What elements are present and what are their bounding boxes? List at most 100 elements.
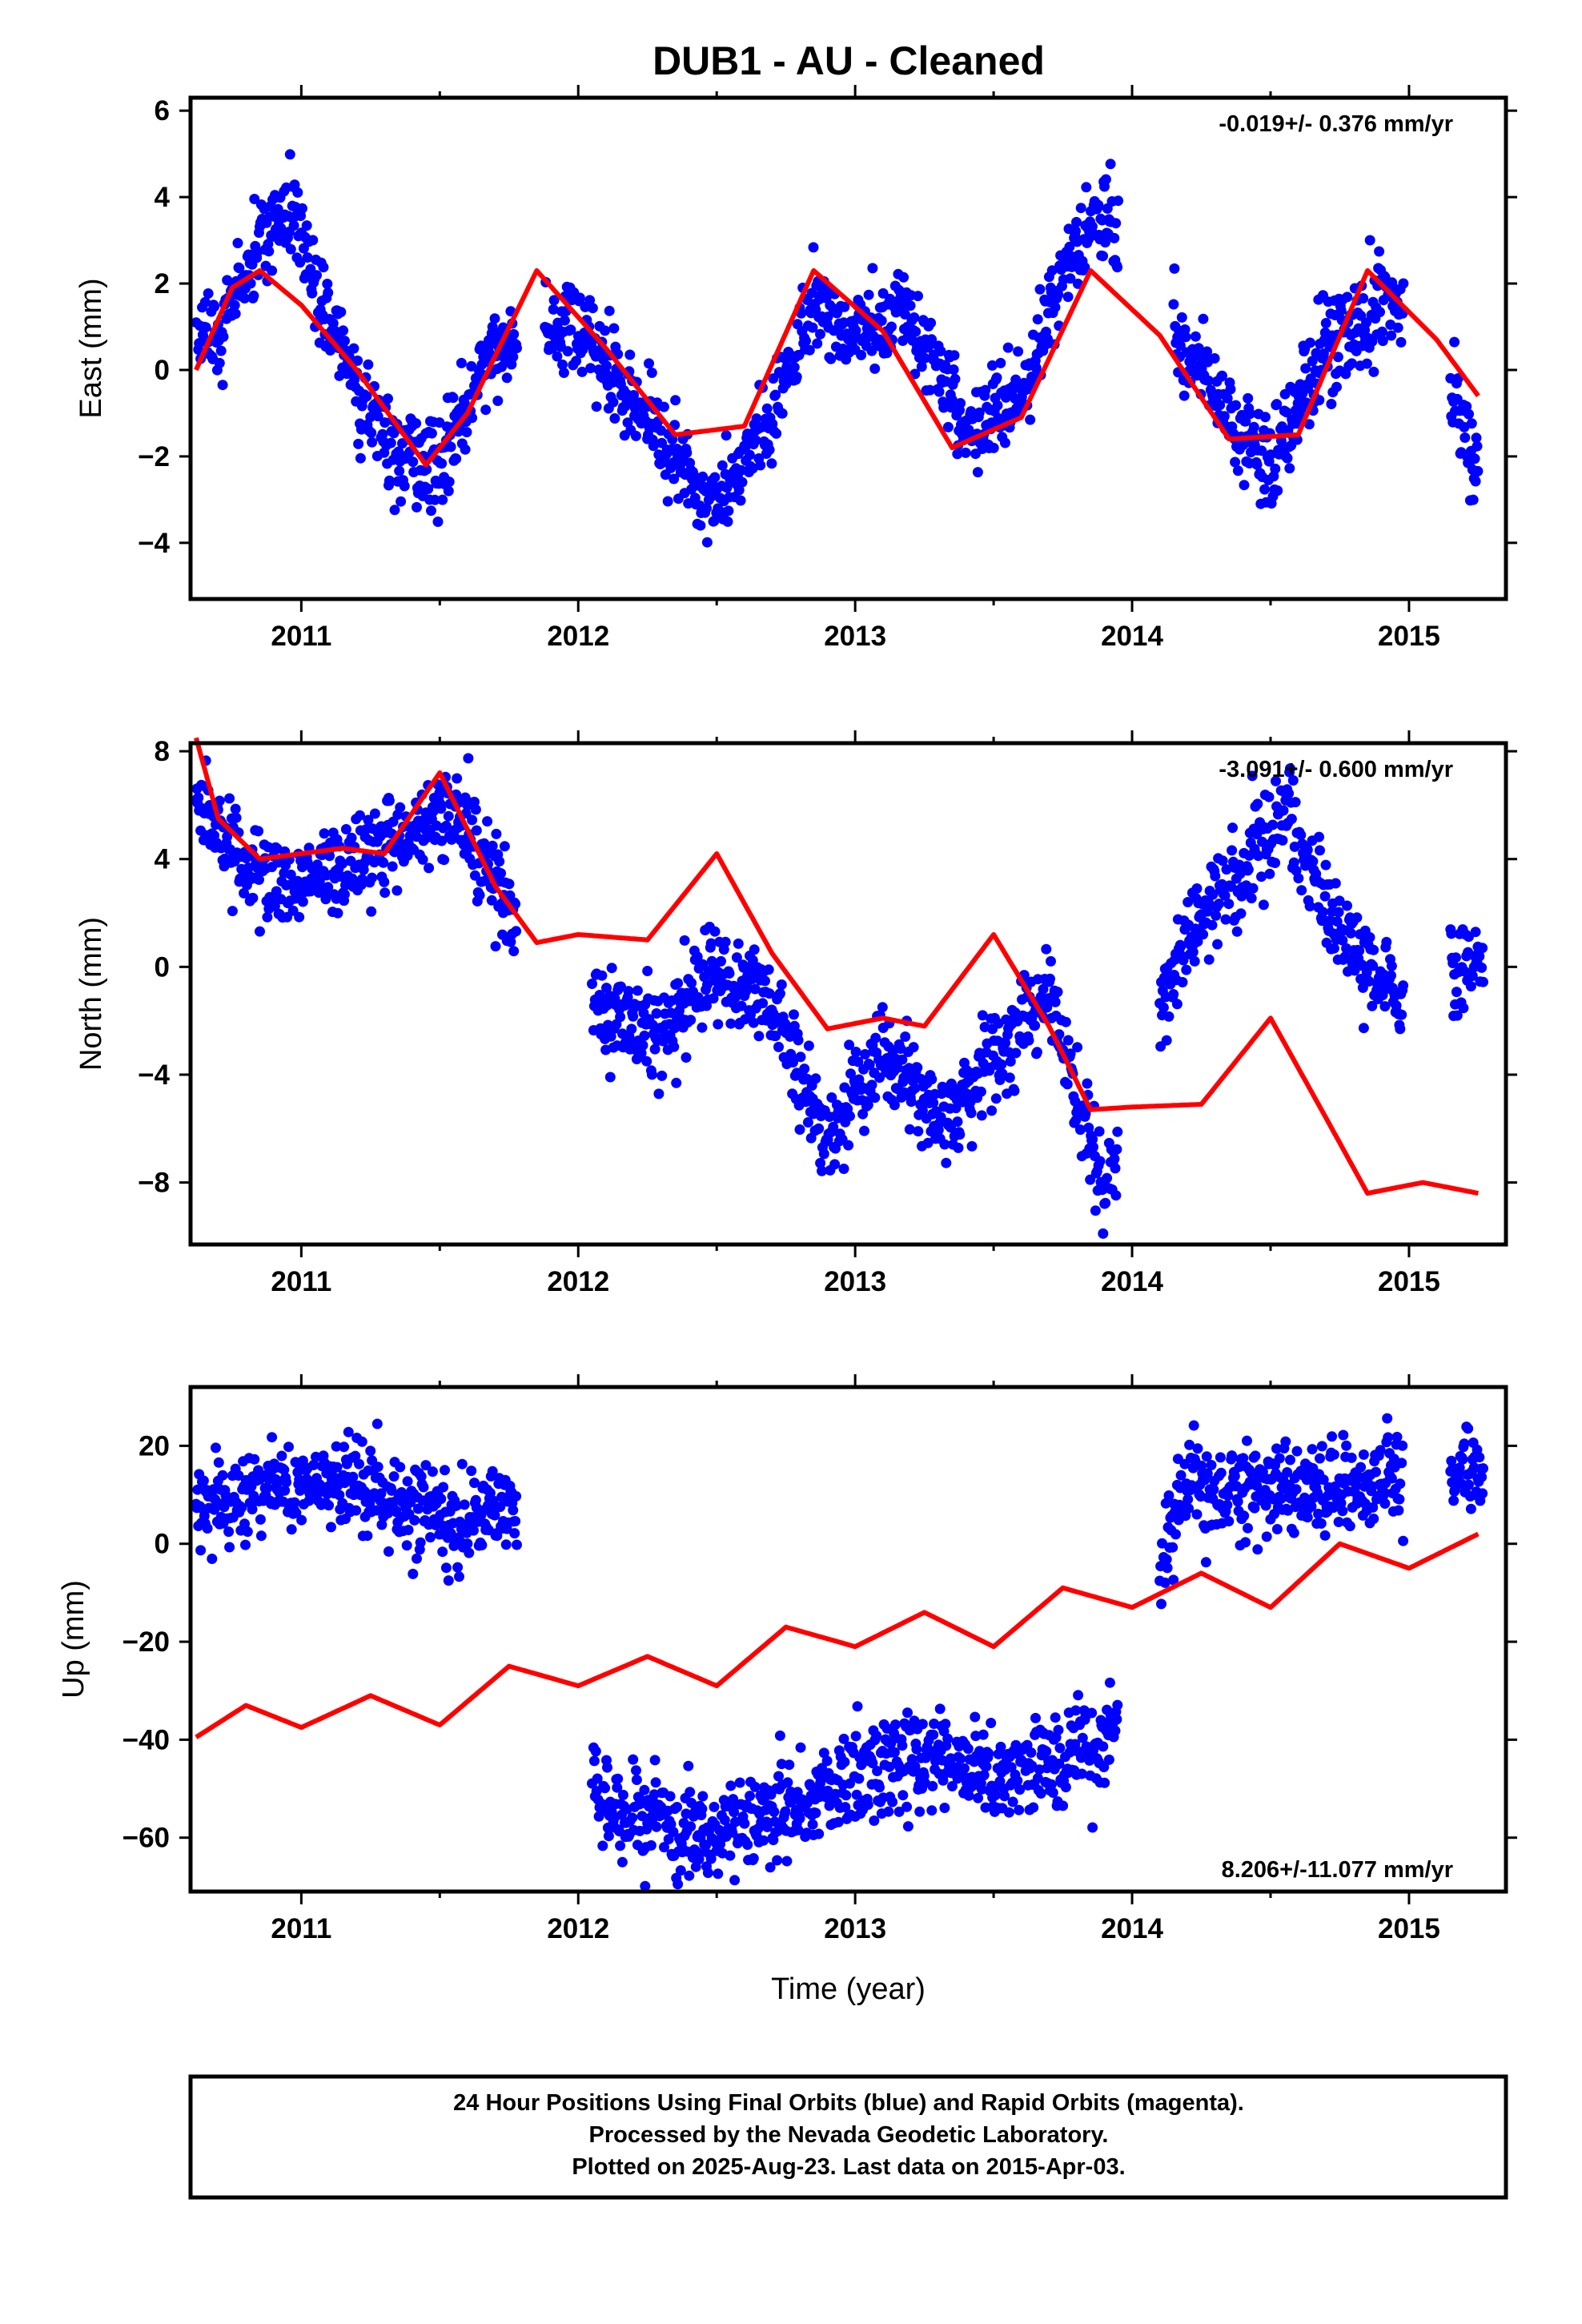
up-data-point [388, 1471, 400, 1482]
east-data-point [624, 349, 636, 360]
east-data-point [1468, 494, 1479, 505]
north-data-point [708, 993, 719, 1004]
east-data-point [662, 496, 673, 507]
up-data-point [267, 1432, 278, 1443]
up-data-point [926, 1805, 938, 1816]
up-data-point [492, 1530, 503, 1542]
east-data-point [1281, 407, 1292, 418]
east-data-point [1368, 366, 1379, 377]
up-data-point [1459, 1438, 1470, 1449]
east-data-point [565, 324, 576, 336]
north-data-point [913, 1126, 924, 1137]
north-rate-label: -3.091+/- 0.600 mm/yr [1219, 757, 1453, 782]
up-data-point [1182, 1494, 1194, 1505]
north-y-tick-label: 8 [155, 736, 170, 767]
north-data-point [748, 1017, 759, 1028]
footer-line-1: 24 Hour Positions Using Final Orbits (bl… [453, 2090, 1244, 2116]
up-data-point [729, 1875, 741, 1886]
north-data-point [1083, 1122, 1094, 1133]
up-data-point [236, 1502, 247, 1514]
east-data-point [646, 368, 657, 378]
up-data-point [838, 1733, 849, 1744]
east-data-point [600, 325, 611, 336]
north-data-point [369, 808, 380, 819]
north-data-point [686, 978, 697, 988]
north-data-point [632, 985, 643, 996]
east-data-point [335, 307, 347, 318]
up-y-tick-label: −60 [122, 1823, 170, 1854]
east-data-point [1271, 399, 1283, 410]
up-data-point [279, 1464, 290, 1475]
east-data-point [722, 516, 733, 527]
up-data-point [1464, 1479, 1474, 1490]
north-x-tick-label: 2012 [547, 1266, 609, 1297]
up-data-point [323, 1500, 335, 1511]
up-data-point [850, 1731, 861, 1742]
east-data-point [608, 323, 620, 334]
north-data-point [776, 979, 787, 990]
up-data-point [1394, 1494, 1405, 1505]
up-data-point [1076, 1768, 1087, 1779]
up-data-point [934, 1703, 946, 1715]
north-data-point [1379, 1001, 1391, 1012]
north-data-point [928, 1097, 939, 1108]
north-data-point [1221, 864, 1232, 875]
up-data-point [1175, 1470, 1186, 1481]
north-data-point [908, 1042, 919, 1053]
east-data-point [512, 343, 522, 354]
east-data-point [1460, 432, 1471, 443]
east-data-point [461, 427, 472, 438]
east-data-point [1470, 476, 1481, 487]
north-data-point [1288, 857, 1299, 868]
east-data-point [1086, 221, 1098, 232]
east-data-point [426, 428, 437, 439]
north-data-point [323, 882, 334, 893]
north-data-point [1041, 943, 1052, 955]
up-data-point [1160, 1498, 1171, 1509]
east-data-point [839, 301, 850, 312]
east-data-point [443, 485, 454, 497]
up-model-curve [195, 1531, 1480, 1739]
east-data-point [426, 505, 436, 517]
north-data-point [1227, 822, 1238, 834]
up-data-point [615, 1840, 626, 1852]
north-data-point [671, 1077, 682, 1088]
up-data-point [375, 1488, 387, 1499]
east-data-point [1071, 216, 1082, 227]
up-data-point [1058, 1800, 1069, 1811]
north-data-point [853, 1056, 864, 1068]
up-data-point [1249, 1502, 1260, 1514]
north-data-point [760, 975, 770, 987]
up-data-point [464, 1547, 475, 1558]
east-data-point [1279, 388, 1291, 400]
east-data-point [972, 467, 983, 478]
east-data-point [508, 328, 520, 340]
east-data-point [1100, 174, 1111, 185]
north-data-point [1207, 919, 1218, 931]
up-data-point [1110, 1725, 1121, 1736]
north-data-point [224, 793, 235, 804]
footer-box: 24 Hour Positions Using Final Orbits (bl… [188, 2074, 1508, 2200]
up-data-point [1111, 1714, 1122, 1725]
north-data-point [1317, 907, 1328, 918]
east-data-point [1240, 416, 1251, 427]
north-data-point [802, 1117, 813, 1128]
east-data-point [946, 394, 958, 405]
up-data-point [1341, 1440, 1352, 1451]
up-data-point [650, 1777, 661, 1788]
north-data-point [996, 1059, 1007, 1070]
north-data-point [904, 1124, 915, 1135]
north-data-point [773, 1041, 784, 1052]
up-data-point [1291, 1484, 1302, 1495]
north-data-point [1361, 967, 1372, 978]
north-data-point [379, 876, 390, 887]
north-data-point [1258, 899, 1269, 911]
north-data-point [474, 890, 485, 901]
up-data-point [1014, 1804, 1025, 1815]
east-data-point [489, 313, 500, 324]
north-data-point [1094, 1126, 1105, 1137]
up-data-point [276, 1450, 287, 1462]
up-data-point [883, 1806, 894, 1817]
east-x-tick-label: 2013 [824, 621, 886, 652]
up-data-point [911, 1743, 922, 1755]
